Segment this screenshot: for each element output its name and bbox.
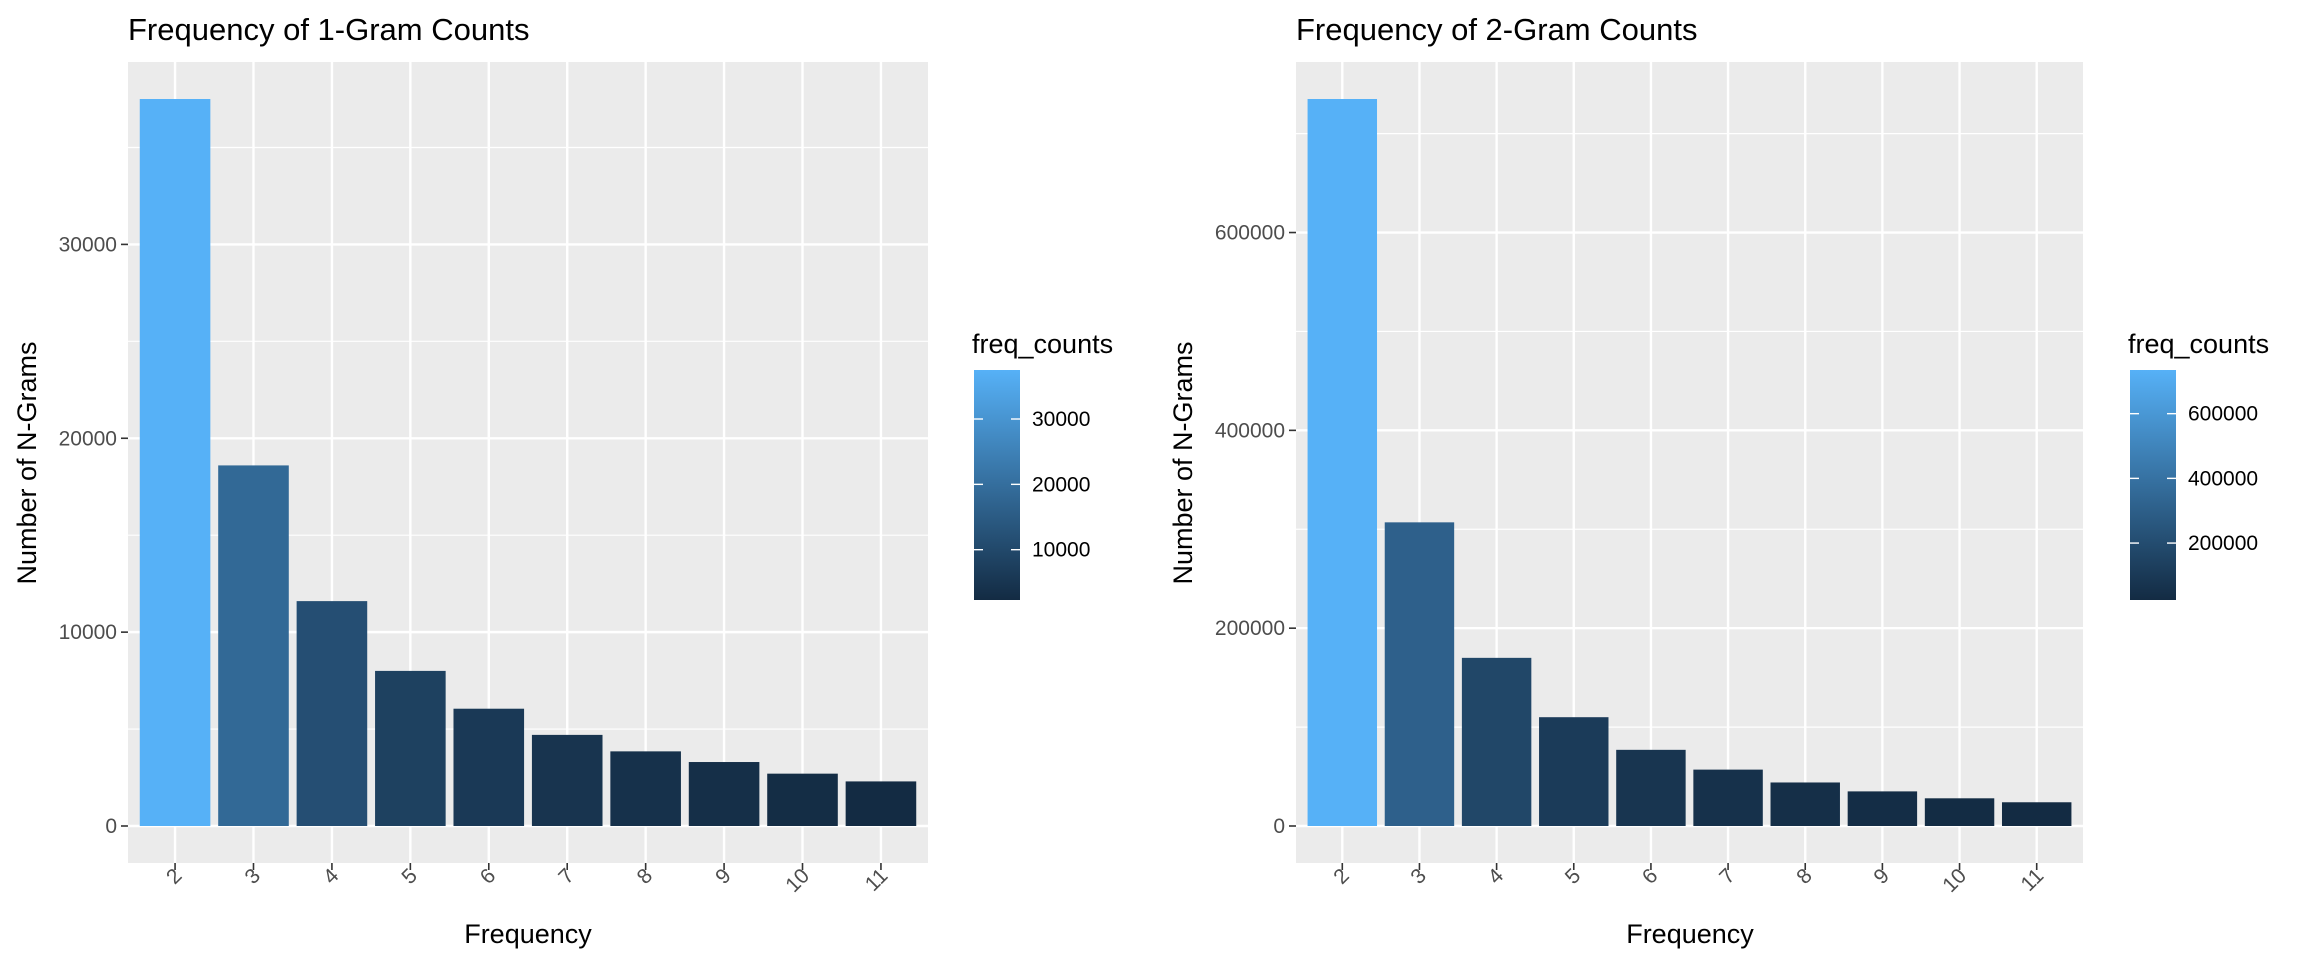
x-tick-label: 10 bbox=[781, 864, 814, 897]
bar-11 bbox=[845, 781, 917, 826]
y-tick-label: 400000 bbox=[1215, 419, 1285, 442]
chart-title: Frequency of 1-Gram Counts bbox=[128, 12, 529, 47]
x-axis-title: Frequency bbox=[464, 919, 592, 949]
chart-title: Frequency of 2-Gram Counts bbox=[1296, 12, 1697, 47]
x-tick-label: 11 bbox=[2017, 864, 2049, 896]
x-axis-title: Frequency bbox=[1626, 919, 1754, 949]
bar-5 bbox=[375, 670, 446, 826]
bar-3 bbox=[218, 465, 289, 826]
bar-4 bbox=[296, 601, 368, 826]
chart-1gram: Frequency of 1-Gram Counts Number of N-G… bbox=[12, 12, 1113, 949]
bar-10 bbox=[1924, 798, 1995, 826]
y-tick-label: 0 bbox=[105, 815, 117, 838]
x-tick-label: 11 bbox=[861, 864, 893, 896]
y-tick-label: 0 bbox=[1273, 815, 1285, 838]
y-tick-label: 200000 bbox=[1215, 617, 1285, 640]
y-axis-title: Number of N-Grams bbox=[1168, 341, 1198, 584]
y-tick-label: 600000 bbox=[1215, 222, 1285, 245]
legend-label: 30000 bbox=[1032, 408, 1090, 431]
bar-9 bbox=[688, 762, 760, 826]
y-tick-label: 20000 bbox=[59, 427, 117, 450]
bar-10 bbox=[767, 773, 838, 826]
bar-7 bbox=[531, 734, 603, 826]
bar-9 bbox=[1847, 791, 1918, 826]
legend-label: 10000 bbox=[1032, 539, 1090, 562]
legend-label: 600000 bbox=[2188, 403, 2258, 426]
bar-6 bbox=[1616, 749, 1686, 826]
bar-7 bbox=[1693, 769, 1763, 826]
bar-4 bbox=[1461, 657, 1532, 826]
y-tick-label: 30000 bbox=[59, 233, 117, 256]
bar-5 bbox=[1539, 717, 1609, 826]
x-tick-label: 10 bbox=[1938, 864, 1971, 897]
bar-3 bbox=[1384, 522, 1455, 826]
bar-2 bbox=[1307, 99, 1378, 826]
legend-title: freq_counts bbox=[2128, 329, 2269, 359]
legend-label: 20000 bbox=[1032, 473, 1090, 496]
legend-label: 400000 bbox=[2188, 467, 2258, 490]
legend-label: 200000 bbox=[2188, 532, 2258, 555]
y-axis-title: Number of N-Grams bbox=[12, 341, 42, 584]
bar-2 bbox=[139, 99, 211, 826]
bar-11 bbox=[2001, 802, 2072, 826]
bar-8 bbox=[1770, 782, 1840, 826]
y-tick-label: 10000 bbox=[59, 621, 117, 644]
legend-title: freq_counts bbox=[972, 329, 1113, 359]
bar-6 bbox=[453, 708, 525, 826]
bar-8 bbox=[610, 751, 681, 826]
legend-colorbar bbox=[2130, 370, 2176, 600]
chart-2gram: Frequency of 2-Gram Counts Number of N-G… bbox=[1168, 12, 2269, 949]
